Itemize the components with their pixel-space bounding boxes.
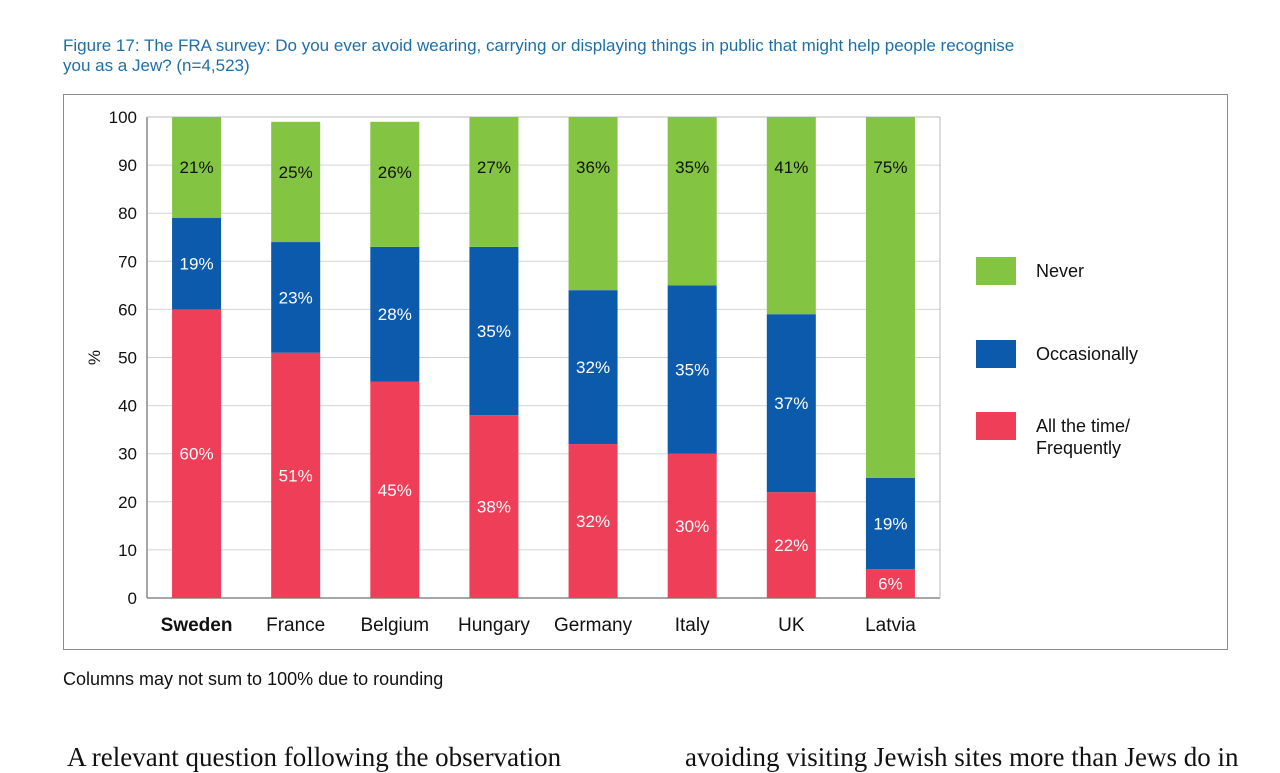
y-tick-label: 60: [118, 300, 137, 319]
data-label: 60%: [180, 445, 214, 464]
y-tick-label: 70: [118, 252, 137, 271]
bar-segment: [667, 285, 717, 454]
y-tick-label: 40: [118, 397, 137, 416]
bar-segment: [667, 453, 717, 598]
x-tick-label: Belgium: [360, 615, 429, 636]
y-tick-label: 10: [118, 541, 137, 560]
bar-segment: [271, 242, 321, 353]
data-label: 32%: [576, 358, 610, 377]
x-tick-label: Latvia: [865, 615, 916, 636]
data-label: 75%: [873, 158, 907, 177]
x-tick-label: Germany: [554, 615, 633, 636]
data-label: 19%: [873, 514, 907, 533]
y-tick-label: 100: [109, 108, 137, 127]
data-label: 30%: [675, 517, 709, 536]
y-tick-label: 90: [118, 156, 137, 175]
bar-segment: [568, 117, 618, 291]
bar-segment: [568, 290, 618, 445]
data-label: 37%: [774, 394, 808, 413]
body-text-right: avoiding visiting Jewish sites more than…: [685, 742, 1239, 772]
data-label: 19%: [180, 255, 214, 274]
bar-segment: [766, 314, 816, 493]
stacked-bar-chart: 0 10 20 30 40 50 60 70 80 90 100% 60% 19% 21% Sweden 51…: [85, 108, 1138, 636]
y-tick-label: 20: [118, 493, 137, 512]
x-tick-label: France: [266, 615, 325, 636]
figure-title-line-2: you as a Jew? (n=4,523): [63, 56, 250, 75]
data-label: 23%: [279, 288, 313, 307]
bar-segment: [172, 218, 222, 310]
figure-title: Figure 17: The FRA survey: Do you ever a…: [63, 36, 1223, 76]
data-label: 26%: [378, 163, 412, 182]
bar-segment: [766, 492, 816, 598]
bar-segment: [370, 381, 420, 598]
y-tick-label: 50: [118, 349, 137, 368]
x-tick-label: Italy: [675, 615, 710, 636]
legend-label: All the time/: [1036, 416, 1130, 436]
data-label: 22%: [774, 536, 808, 555]
figure-title-line-1: Figure 17: The FRA survey: Do you ever a…: [63, 36, 1015, 55]
data-label: 21%: [180, 158, 214, 177]
y-tick-label: 0: [128, 589, 137, 608]
body-text-left: A relevant question following the observ…: [67, 742, 562, 772]
data-label: 35%: [675, 361, 709, 380]
data-label: 28%: [378, 305, 412, 324]
data-label: 36%: [576, 158, 610, 177]
data-label: 41%: [774, 158, 808, 177]
legend-label: Frequently: [1036, 438, 1121, 458]
data-label: 6%: [878, 575, 903, 594]
data-label: 35%: [477, 322, 511, 341]
legend-swatch: [976, 412, 1016, 440]
footnote: Columns may not sum to 100% due to round…: [63, 669, 444, 689]
bar-segment: [766, 117, 816, 315]
bar-segment: [469, 415, 519, 598]
bar-segment: [568, 444, 618, 598]
bar-segment: [469, 117, 519, 247]
bar-segment: [370, 121, 420, 247]
bar-segment: [172, 309, 222, 598]
chart-frame: 0 10 20 30 40 50 60 70 80 90 100% 60% 19% 21% Sweden 51…: [63, 94, 1228, 650]
y-axis-label: %: [85, 350, 104, 365]
y-tick-label: 30: [118, 445, 137, 464]
legend-swatch: [976, 340, 1016, 368]
bar-segment: [865, 477, 915, 570]
bar-segment: [667, 117, 717, 286]
bar-segment: [469, 246, 519, 416]
data-label: 38%: [477, 498, 511, 517]
legend-label: Never: [1036, 261, 1084, 281]
bar-segment: [271, 352, 321, 598]
data-label: 35%: [675, 158, 709, 177]
x-tick-label: Sweden: [161, 615, 233, 636]
y-tick-label: 80: [118, 204, 137, 223]
x-tick-label: Hungary: [458, 615, 530, 636]
bar-segment: [172, 117, 222, 219]
bar-segment: [865, 569, 915, 598]
bar-segment: [271, 121, 321, 243]
x-tick-label: UK: [778, 615, 805, 636]
data-label: 25%: [279, 163, 313, 182]
legend-swatch: [976, 257, 1016, 285]
data-label: 32%: [576, 512, 610, 531]
bar-segment: [370, 246, 420, 382]
bar-segment: [865, 117, 915, 478]
data-label: 27%: [477, 158, 511, 177]
legend-label: Occasionally: [1036, 344, 1138, 364]
data-label: 51%: [279, 466, 313, 485]
data-label: 45%: [378, 481, 412, 500]
